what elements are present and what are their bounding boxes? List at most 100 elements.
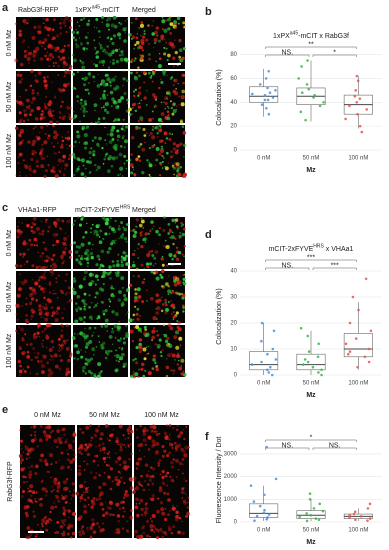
spot <box>53 46 57 51</box>
spot <box>24 370 27 373</box>
column-header: RabG3f-RFP <box>18 7 59 14</box>
spot <box>36 331 40 335</box>
data-point <box>263 508 266 512</box>
spot <box>172 369 176 373</box>
spot <box>130 429 134 434</box>
spot <box>156 330 158 332</box>
spot <box>171 218 175 223</box>
spot <box>117 456 122 461</box>
spot <box>60 49 65 54</box>
spot <box>22 475 26 479</box>
spot <box>158 52 161 55</box>
spot <box>126 520 128 523</box>
data-point <box>348 513 352 517</box>
spot <box>167 232 170 235</box>
spot <box>92 75 96 79</box>
spot <box>169 510 171 512</box>
spot <box>164 311 168 315</box>
spot <box>33 237 38 242</box>
spot <box>149 535 151 538</box>
spot <box>133 94 136 98</box>
spot <box>167 27 171 31</box>
spot <box>50 447 53 449</box>
spot <box>161 481 165 485</box>
spot <box>137 155 141 159</box>
spot <box>76 350 80 355</box>
spot <box>61 56 66 60</box>
spot <box>98 258 101 261</box>
x-tick-label: 100 nM <box>348 528 368 534</box>
spot <box>120 276 125 281</box>
spot <box>174 50 178 55</box>
spot <box>165 303 168 307</box>
spot <box>67 443 72 448</box>
spot <box>88 82 90 84</box>
spot <box>149 131 153 136</box>
spot <box>179 142 183 146</box>
spot <box>82 277 86 281</box>
micrograph <box>73 271 128 323</box>
spot <box>59 105 63 108</box>
spot <box>159 162 163 166</box>
spot <box>140 507 144 511</box>
data-point <box>314 517 318 520</box>
spot <box>44 522 48 525</box>
spot <box>164 298 168 302</box>
spot <box>82 109 87 114</box>
spot <box>122 84 124 87</box>
spot <box>123 70 125 72</box>
spot <box>50 371 54 375</box>
spot <box>112 15 117 20</box>
spot <box>103 96 106 99</box>
spot <box>102 162 105 165</box>
spot <box>158 152 162 156</box>
data-point <box>318 502 322 506</box>
data-point <box>271 96 275 99</box>
spot <box>78 469 81 472</box>
spot <box>87 486 89 489</box>
spot <box>23 279 28 284</box>
spot <box>94 434 98 438</box>
spot <box>128 426 132 430</box>
spot <box>170 303 175 308</box>
spot <box>176 246 179 249</box>
spot <box>80 158 85 163</box>
spot <box>30 100 34 104</box>
spot <box>168 526 172 530</box>
spot <box>25 124 28 127</box>
spot <box>99 528 102 531</box>
spot <box>69 490 71 493</box>
spot <box>33 244 36 247</box>
spot <box>103 451 106 454</box>
spot <box>129 515 134 520</box>
spot <box>158 338 162 342</box>
spot <box>152 425 157 430</box>
data-point <box>303 358 307 361</box>
spot <box>143 237 147 241</box>
spot <box>128 425 131 428</box>
spot <box>17 156 20 159</box>
spot <box>158 86 161 90</box>
panel-letter: e <box>2 404 8 416</box>
spot <box>102 105 105 109</box>
spot <box>30 174 32 176</box>
spot <box>164 101 168 106</box>
spot <box>62 114 67 119</box>
spot <box>158 124 162 127</box>
spot <box>158 459 161 462</box>
spot <box>138 223 143 228</box>
spot <box>93 475 97 480</box>
spot <box>47 256 51 260</box>
spot <box>52 117 54 120</box>
spot <box>108 439 111 442</box>
spot <box>51 311 56 315</box>
spot <box>33 491 35 493</box>
spot <box>21 78 23 80</box>
spot <box>71 53 75 57</box>
spot <box>104 232 108 236</box>
spot <box>32 510 35 513</box>
spot <box>124 19 127 22</box>
spot <box>130 21 133 24</box>
spot <box>39 254 43 258</box>
spot <box>71 152 76 157</box>
